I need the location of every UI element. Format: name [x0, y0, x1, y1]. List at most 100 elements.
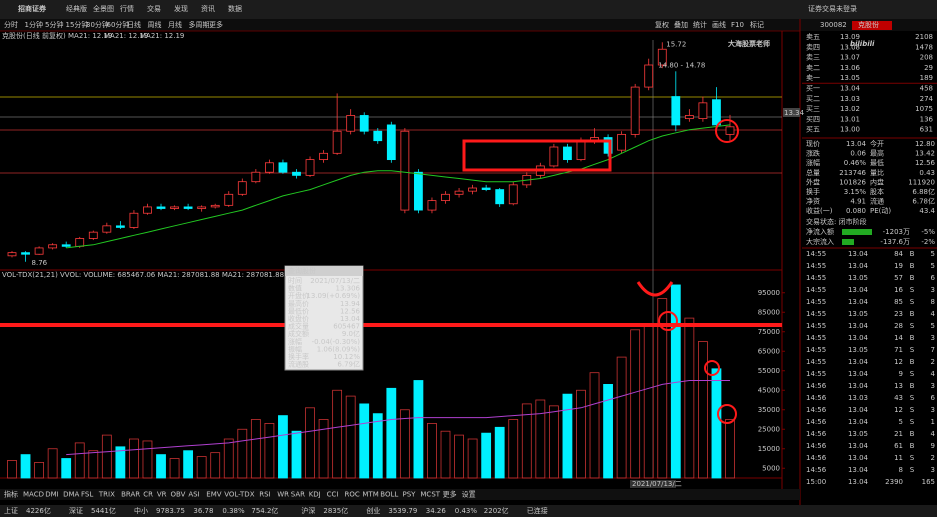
- tick-time: 14:56: [806, 382, 827, 390]
- stat-key: 量比: [870, 168, 884, 177]
- range-label: 14.80 - 14.78: [658, 61, 705, 69]
- candle-body: [129, 212, 139, 228]
- stat-value: 12.56: [915, 159, 936, 167]
- tool-button[interactable]: 画线: [712, 20, 726, 29]
- stat-key: 最低: [870, 158, 884, 167]
- indicator-tab[interactable]: KDJ: [309, 491, 321, 499]
- menu-item[interactable]: 经典版: [66, 4, 87, 13]
- period-tab[interactable]: 周线: [148, 20, 162, 29]
- volume-bar: [711, 368, 722, 479]
- info-key: 涨幅: [288, 337, 302, 346]
- indicator-tab[interactable]: VOL-TDX: [224, 491, 255, 499]
- indicator-tab[interactable]: 设置: [462, 490, 476, 499]
- volume-header: VOL-TDX(21,21) VVOL: VOLUME: 685467.06 M…: [2, 271, 284, 279]
- status-item: 5441亿: [91, 506, 116, 515]
- tick-count: 8: [931, 298, 935, 306]
- indicator-tab[interactable]: DMI: [45, 491, 59, 499]
- status-item: 3539.79: [388, 507, 417, 515]
- stat-key: 现价: [806, 140, 820, 148]
- indicator-tab[interactable]: FSL: [81, 491, 93, 499]
- tool-button[interactable]: 复权: [655, 20, 669, 29]
- tick-count: 4: [931, 430, 936, 438]
- stat-value: 6.88亿: [912, 187, 935, 196]
- candle-body: [210, 204, 220, 208]
- indicator-tab[interactable]: CCI: [327, 491, 339, 499]
- indicator-tab[interactable]: BRAR: [121, 491, 140, 499]
- menu-item[interactable]: 发现: [174, 4, 188, 13]
- menu-item[interactable]: 数据: [228, 4, 242, 13]
- menu-item[interactable]: 全景图: [93, 4, 114, 13]
- period-tab[interactable]: 1分钟: [25, 20, 43, 29]
- period-tab[interactable]: 15分钟: [66, 20, 89, 29]
- volume-bar: [318, 419, 329, 479]
- candle-body: [725, 126, 735, 135]
- volume-bar: [345, 395, 356, 479]
- stat-key: 流通: [870, 197, 884, 206]
- indicator-tab[interactable]: MACD: [23, 491, 44, 499]
- candle-body: [170, 206, 179, 209]
- tool-button[interactable]: F10: [731, 21, 744, 29]
- period-tab[interactable]: 多周期: [189, 20, 210, 29]
- candle-body: [400, 130, 410, 211]
- volume-bar: [562, 393, 573, 479]
- indicator-tab[interactable]: VR: [157, 491, 167, 499]
- tool-button[interactable]: 统计: [693, 20, 707, 29]
- info-value: 13.306: [336, 285, 361, 293]
- tool-button[interactable]: 叠加: [674, 20, 688, 29]
- y-tick-label: 25000: [758, 425, 780, 433]
- tick-count: 1: [931, 418, 935, 426]
- flow-pct: -5%: [921, 228, 935, 236]
- indicator-tab[interactable]: ROC: [345, 491, 360, 499]
- candle-body: [698, 102, 708, 120]
- info-key: 最高价: [288, 299, 309, 308]
- info-value: 6.79亿: [337, 360, 360, 369]
- period-tab[interactable]: 日线: [127, 20, 141, 29]
- status-item: 0.38%: [222, 507, 245, 515]
- indicator-tab[interactable]: MTM: [362, 491, 378, 499]
- candle-body: [115, 225, 125, 228]
- stat-key: 涨幅: [806, 158, 820, 167]
- tick-time: 14:55: [806, 250, 826, 258]
- menu-item[interactable]: 资讯: [201, 4, 215, 13]
- tick-price: 13.04: [848, 250, 869, 258]
- info-value: 1.06(8.09%): [317, 345, 361, 353]
- info-value: -0.04(-0.30%): [312, 338, 361, 346]
- period-tab[interactable]: 分时: [4, 20, 18, 29]
- status-item: 中小: [134, 506, 148, 515]
- indicator-bar: [0, 489, 800, 500]
- indicator-tab[interactable]: TRIX: [98, 491, 115, 499]
- period-tab[interactable]: 月线: [168, 20, 182, 29]
- indicator-tab[interactable]: PSY: [403, 491, 417, 499]
- indicator-tab[interactable]: DMA: [63, 491, 79, 499]
- period-tab[interactable]: 30分钟: [86, 20, 109, 29]
- period-tab[interactable]: 60分钟: [107, 20, 130, 29]
- indicator-tab[interactable]: ASI: [188, 491, 199, 499]
- menu-item[interactable]: 行情: [120, 4, 134, 13]
- candle-body: [264, 162, 274, 173]
- indicator-tab[interactable]: SAR: [291, 491, 305, 499]
- indicator-tab[interactable]: OBV: [171, 491, 186, 499]
- tick-price: 13.05: [848, 346, 868, 354]
- indicator-tab[interactable]: RSI: [259, 491, 270, 499]
- indicator-tab[interactable]: 更多: [443, 490, 457, 499]
- stat-key: 涨跌: [806, 149, 820, 158]
- indicator-tab[interactable]: CR: [143, 491, 153, 499]
- indicator-tab[interactable]: WR: [277, 491, 289, 499]
- tick-price: 13.04: [848, 286, 869, 294]
- indicator-tab[interactable]: BOLL: [380, 491, 398, 499]
- tool-button[interactable]: 标记: [750, 20, 764, 29]
- period-tab[interactable]: 更多: [209, 20, 223, 29]
- indicator-tab[interactable]: 指标: [4, 490, 18, 499]
- indicator-tab[interactable]: MCST: [420, 491, 440, 499]
- tick-time: 14:55: [806, 346, 826, 354]
- tick-count: 3: [931, 334, 935, 342]
- indicator-tab[interactable]: EMV: [206, 491, 221, 499]
- date-label: 2021/07/13/二: [632, 480, 682, 488]
- volume-bar: [129, 438, 139, 479]
- candle-body: [7, 252, 17, 257]
- tick-volume: 61: [894, 442, 903, 450]
- stat-value: 12.80: [915, 140, 935, 148]
- menu-item[interactable]: 交易: [147, 4, 161, 13]
- period-tab[interactable]: 5分钟: [45, 20, 63, 29]
